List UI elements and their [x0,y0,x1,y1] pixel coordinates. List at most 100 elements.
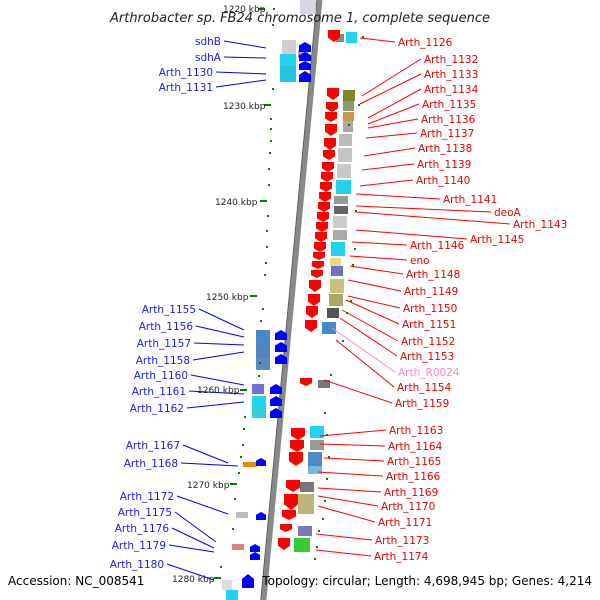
gene-label-left[interactable]: Arth_1130 [159,67,213,79]
gene-label-left[interactable]: Arth_1175 [118,507,172,519]
gene-label-right[interactable]: Arth_1139 [417,159,471,171]
leader-line [345,299,400,325]
gene-label-right[interactable]: Arth_1137 [420,128,474,140]
gene-label-left[interactable]: Arth_1180 [110,559,164,571]
gene-block [337,164,351,178]
strand-arrow [299,42,311,52]
gene-label-right[interactable]: Arth_1164 [388,441,443,453]
gene-block [331,266,343,276]
tick-dot [266,230,268,232]
gene-label-left[interactable]: Arth_1156 [139,321,194,333]
leader-line [223,40,267,49]
leader-line [323,379,393,404]
gene-block [298,494,314,514]
tick-dot [273,8,275,10]
tick-dot [324,412,326,414]
gene-block [310,440,324,450]
tick-dot [326,434,328,436]
gene-label-right[interactable]: Arth_1154 [397,382,452,394]
tick-label: 1220 kbp [223,5,266,15]
leader-line [349,255,408,261]
gene-label-right[interactable]: Arth_1152 [401,336,455,348]
accession-text: Accession: NC_008541 [8,574,144,588]
gene-features [222,0,357,600]
leader-lines [166,37,511,581]
gene-label-right[interactable]: Arth_1169 [384,487,438,499]
leader-line [315,549,372,557]
gene-label-right[interactable]: Arth_1153 [400,351,454,363]
gene-label-right[interactable]: Arth_1166 [386,471,441,483]
gene-label-right[interactable]: Arth_1136 [421,114,476,126]
gene-label-left[interactable]: Arth_1157 [137,338,191,350]
gene-label-left[interactable]: Arth_1168 [124,458,178,470]
gene-label-right[interactable]: Arth_1132 [424,54,478,66]
strand-arrow [300,378,312,386]
leader-line [176,495,229,515]
gene-label-left[interactable]: sdhA [195,52,222,64]
tick-dot [328,456,330,458]
gene-label-right[interactable]: Arth_1149 [404,286,458,298]
strand-arrow [270,384,282,394]
leader-line [166,563,215,581]
tick-dot [348,124,350,126]
strand-arrow [250,544,260,552]
gene-label-right[interactable]: Arth_1126 [398,37,453,49]
gene-label-right[interactable]: Arth_1173 [375,535,429,547]
gene-label-right[interactable]: Arth_1170 [381,501,435,513]
strand-arrow [315,232,327,242]
gene-label-right[interactable]: Arth_1134 [424,84,479,96]
gene-label-right[interactable]: Arth_1135 [422,99,476,111]
gene-label-right[interactable]: Arth_1163 [389,425,443,437]
strand-arrow [322,162,334,172]
gene-label-right[interactable]: Arth_1150 [403,303,457,315]
gene-label-right[interactable]: Arth_1148 [406,269,460,281]
gene-label-right[interactable]: Arth_1143 [513,219,567,231]
gene-label-right[interactable]: Arth_1146 [410,240,465,252]
gene-label-left[interactable]: Arth_1158 [136,355,190,367]
gene-label-right[interactable]: Arth_1145 [470,234,524,246]
gene-label-right[interactable]: eno [410,255,430,267]
tick-dot [269,152,271,154]
gene-block [343,90,355,101]
gene-label-left[interactable]: Arth_1179 [112,540,166,552]
tick-mark [258,8,265,10]
tick-mark [230,483,237,485]
gene-label-right[interactable]: Arth_1133 [424,69,478,81]
gene-block [300,482,314,492]
gene-label-left[interactable]: Arth_1161 [132,386,186,398]
gene-label-right[interactable]: Arth_1159 [395,398,449,410]
strand-arrow [311,270,323,278]
leader-line [367,118,419,129]
tick-dot [243,428,245,430]
strand-arrow [256,512,266,520]
gene-block [232,544,244,550]
tick-dot [270,118,272,120]
leader-line [351,241,408,246]
gene-label-left[interactable]: Arth_1162 [130,403,184,415]
strand-arrow [280,524,292,532]
gene-label-left[interactable]: Arth_1160 [134,370,188,382]
gene-label-left[interactable]: Arth_1131 [159,82,213,94]
gene-label-right[interactable]: Arth_1141 [443,194,497,206]
gene-label-right[interactable]: Arth_R0024 [398,367,460,379]
gene-label-left[interactable]: Arth_1167 [126,440,180,452]
gene-block [222,580,232,590]
gene-label-left[interactable]: Arth_1172 [120,491,174,503]
gene-label-left[interactable]: Arth_1155 [142,304,196,316]
gene-label-right[interactable]: Arth_1165 [387,456,441,468]
gene-block [327,308,339,318]
gene-block [252,408,266,418]
strand-arrow [323,150,335,160]
tick-dot [265,262,267,264]
gene-label-right[interactable]: Arth_1171 [378,517,432,529]
strand-arrow [324,138,336,150]
gene-label-left[interactable]: Arth_1176 [115,523,170,535]
gene-label-right[interactable]: Arth_1140 [416,175,470,187]
gene-label-right[interactable]: Arth_1138 [418,143,472,155]
gene-label-left[interactable]: sdhB [195,36,221,48]
gene-label-right[interactable]: Arth_1174 [374,551,429,563]
gene-label-right[interactable]: Arth_1151 [402,319,456,331]
gene-block [236,512,248,518]
gene-label-right[interactable]: deoA [494,207,522,219]
